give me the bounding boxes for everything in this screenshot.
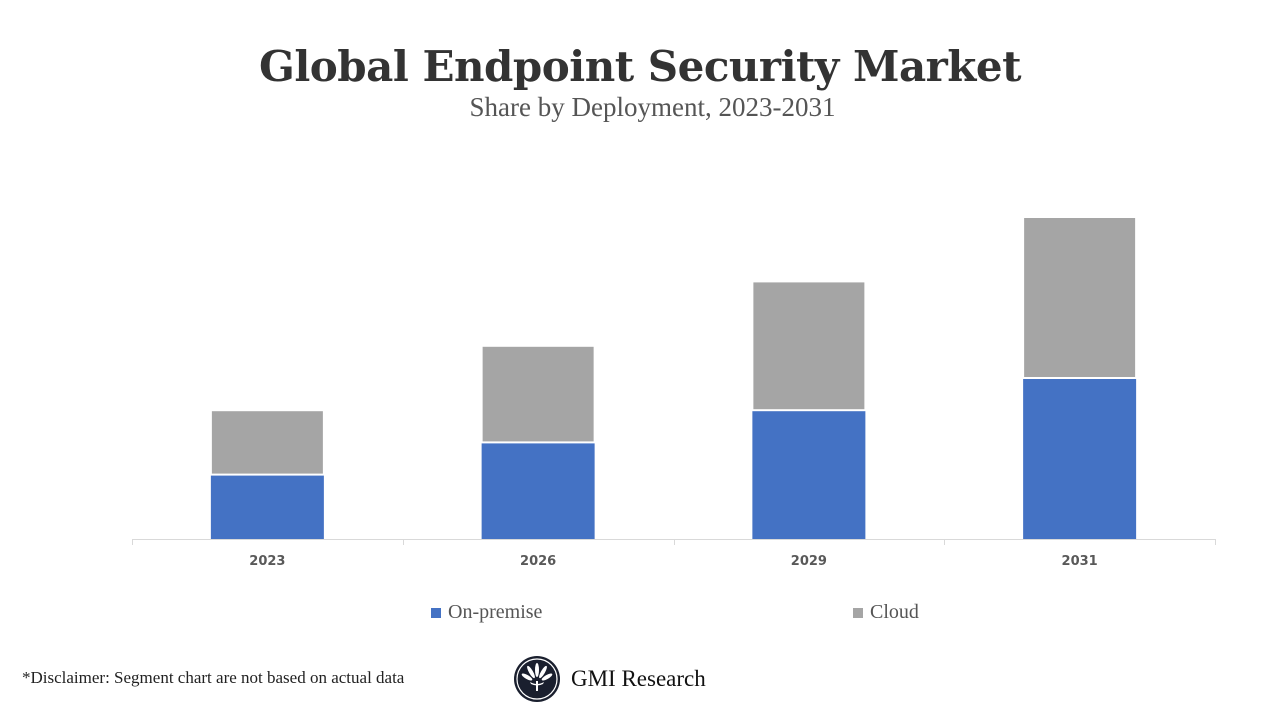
legend-swatch-cloud bbox=[853, 607, 863, 618]
bar-cloud-2029 bbox=[751, 280, 867, 412]
fan-logo-icon bbox=[514, 656, 560, 702]
x-tick-label: 2023 bbox=[249, 554, 285, 569]
bar-cloud-2026 bbox=[480, 344, 596, 444]
legend-item-on-premise: On-premise bbox=[431, 601, 542, 624]
bar-on-premise-2023 bbox=[210, 474, 324, 539]
legend-item-cloud: Cloud bbox=[853, 601, 919, 624]
gmi-logo: GMI Research bbox=[513, 655, 706, 703]
disclaimer: *Disclaimer: Segment chart are not based… bbox=[22, 668, 405, 687]
bar-on-premise-2029 bbox=[752, 410, 866, 539]
legend-label-on-premise: On-premise bbox=[448, 601, 543, 623]
bar-cloud-2031 bbox=[1022, 216, 1138, 379]
legend-swatch-on-premise bbox=[431, 607, 441, 618]
bar-on-premise-2026 bbox=[481, 442, 595, 539]
chart-title: Global Endpoint Security Market bbox=[258, 42, 1022, 91]
bar-on-premise-2031 bbox=[1023, 378, 1137, 539]
bar-cloud-2023 bbox=[209, 409, 325, 476]
x-tick-label: 2031 bbox=[1062, 554, 1098, 569]
chart-subtitle: Share by Deployment, 2023-2031 bbox=[469, 92, 836, 122]
x-tick-label: 2029 bbox=[791, 554, 827, 569]
legend-label-cloud: Cloud bbox=[870, 601, 919, 623]
logo-text: GMI Research bbox=[571, 666, 706, 691]
x-tick-label: 2026 bbox=[520, 554, 556, 569]
